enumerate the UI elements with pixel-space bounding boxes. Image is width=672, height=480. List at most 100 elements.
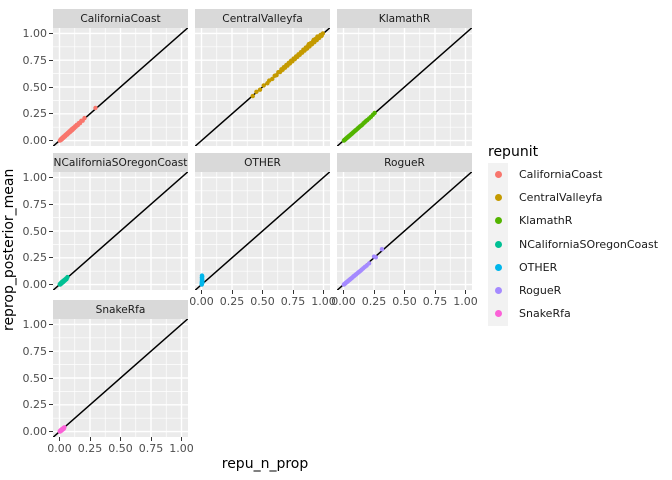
x-tick-label: 0.50 <box>108 441 133 455</box>
y-tick-label: 0.75 <box>22 197 48 211</box>
legend-key <box>488 185 508 210</box>
facet-strip-label: CaliforniaCoast <box>80 12 161 25</box>
facet-strip-label: KlamathR <box>378 12 431 25</box>
facet-panel-other <box>195 172 330 290</box>
identity-line <box>195 172 330 290</box>
legend-label: NCaliforniaSOregonCoast <box>519 237 659 251</box>
x-tick-mark <box>404 290 405 294</box>
x-tick-mark <box>373 290 375 294</box>
facet-strip-centralvalleyfa: CentralValleyfa <box>195 9 330 28</box>
legend-key <box>488 232 508 256</box>
data-point <box>315 34 320 39</box>
data-point <box>366 261 372 266</box>
x-axis-title: repu_n_prop <box>221 456 309 472</box>
x-tick-label: 0.00 <box>331 294 356 308</box>
legend-point-icon <box>494 287 502 295</box>
y-tick-label: 0.00 <box>22 278 48 292</box>
x-tick-label: 0.25 <box>219 294 245 308</box>
facet-panel-centralvalleyfa <box>195 28 330 146</box>
facet-strip-label: SnakeRfa <box>95 303 146 316</box>
x-tick-label: 1.00 <box>311 294 336 308</box>
y-tick-label: 0.50 <box>22 371 48 385</box>
data-point <box>257 87 263 92</box>
x-tick-mark <box>343 290 344 294</box>
data-point <box>311 37 316 43</box>
legend-entry-centralvalleyfa: CentralValleyfa <box>488 185 602 210</box>
legend-point-icon <box>494 263 502 271</box>
y-tick-mark <box>49 176 53 178</box>
y-tick-mark <box>49 350 53 352</box>
x-tick-mark <box>323 290 324 294</box>
y-tick-mark <box>49 113 53 115</box>
facet-panel-ncaliforniasoregoncoast <box>53 172 188 290</box>
x-tick-mark <box>59 437 60 441</box>
legend-point-icon <box>494 310 502 318</box>
legend-key <box>488 209 508 233</box>
legend-key <box>488 162 508 186</box>
facet-panel-klamathr <box>337 28 472 146</box>
y-tick-mark <box>49 431 53 433</box>
y-tick-mark <box>49 404 53 406</box>
legend-label: KlamathR <box>519 214 573 228</box>
legend-label: RogueR <box>519 284 562 298</box>
legend-label: OTHER <box>519 260 558 274</box>
facet-strip-ncaliforniasoregoncoast: NCaliforniaSOregonCoast <box>53 153 188 172</box>
legend-point-icon <box>494 240 502 248</box>
y-tick-label: 0.25 <box>22 251 48 265</box>
legend-title: repunit <box>488 144 539 160</box>
x-tick-mark <box>292 290 294 294</box>
data-point <box>261 83 266 88</box>
legend-entry-ncaliforniasoregoncoast: NCaliforniaSOregonCoast <box>488 232 659 256</box>
data-point <box>379 247 385 252</box>
x-tick-label: 0.00 <box>47 441 72 455</box>
facet-strip-other: OTHER <box>195 153 330 172</box>
facet-panel-californiacoast <box>53 28 188 146</box>
data-point <box>200 280 205 285</box>
identity-line <box>53 172 188 290</box>
y-tick-label: 0.25 <box>22 398 48 412</box>
legend-entry-klamathr: KlamathR <box>488 209 573 233</box>
facet-strip-californiacoast: CaliforniaCoast <box>53 9 188 28</box>
y-tick-mark <box>49 86 53 88</box>
y-tick-mark <box>49 323 53 325</box>
facet-panel-snakerfa <box>53 319 188 437</box>
data-point <box>320 31 326 36</box>
y-tick-mark <box>49 203 53 205</box>
legend: repunit CaliforniaCoast CentralValleyfa Kl… <box>480 0 672 480</box>
x-tick-mark <box>120 437 121 441</box>
data-point <box>199 273 205 278</box>
y-tick-label: 0.75 <box>22 344 48 358</box>
data-point <box>93 105 98 111</box>
x-tick-label: 0.25 <box>361 294 387 308</box>
y-tick-label: 0.00 <box>22 134 48 148</box>
data-point <box>373 255 379 260</box>
facet-strip-label: RogueR <box>384 156 425 169</box>
y-tick-mark <box>49 59 53 61</box>
x-tick-label: 1.00 <box>453 294 478 308</box>
legend-point-icon <box>494 193 502 201</box>
x-tick-label: 0.75 <box>422 294 448 308</box>
gridlines <box>53 319 188 437</box>
x-tick-mark <box>465 290 466 294</box>
y-tick-mark <box>49 32 53 34</box>
x-tick-mark <box>181 437 182 441</box>
data-point <box>62 425 67 430</box>
y-tick-mark <box>49 377 53 379</box>
x-tick-mark <box>89 437 91 441</box>
legend-key <box>488 255 508 279</box>
legend-label: CaliforniaCoast <box>519 167 603 181</box>
legend-entry-californiacoast: CaliforniaCoast <box>488 162 603 186</box>
y-tick-mark <box>49 140 53 142</box>
y-tick-label: 0.50 <box>22 224 48 238</box>
legend-key <box>488 279 508 303</box>
x-tick-label: 0.50 <box>250 294 275 308</box>
legend-point-icon <box>494 170 502 178</box>
y-tick-label: 1.00 <box>22 317 48 331</box>
legend-entry-roguer: RogueR <box>488 279 562 303</box>
legend-key <box>488 302 508 326</box>
facet-strip-label: OTHER <box>244 156 281 169</box>
x-tick-label: 0.25 <box>77 441 103 455</box>
x-tick-mark <box>201 290 202 294</box>
y-tick-label: 1.00 <box>22 170 48 184</box>
x-tick-mark <box>231 290 233 294</box>
